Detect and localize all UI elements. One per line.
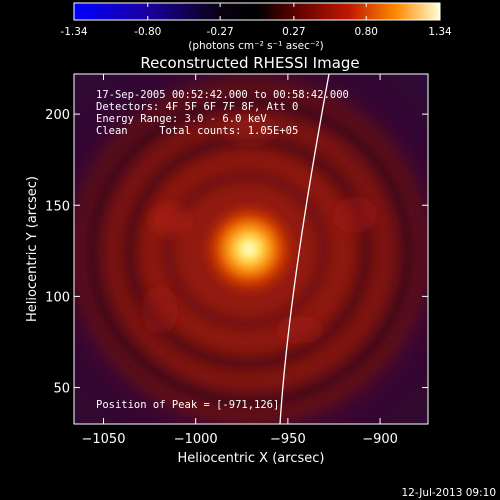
ring-structure xyxy=(74,74,428,424)
y-axis-tick-label: 200 xyxy=(45,108,70,123)
colorbar-tick-label: 0.80 xyxy=(355,26,378,38)
peak-source xyxy=(201,201,298,297)
colorbar-tick-label: -0.27 xyxy=(207,26,234,38)
colorbar-tick-label: -0.80 xyxy=(134,26,161,38)
timestamp: 12-Jul-2013 09:10 xyxy=(401,487,496,499)
time-range-label: 17-Sep-2005 00:52:42.000 to 00:58:42.000 xyxy=(96,89,349,101)
colorbar-tick-label: -1.34 xyxy=(60,26,87,38)
x-axis-tick-label: −900 xyxy=(362,432,398,447)
detectors-label: Detectors: 4F 5F 6F 7F 8F, Att 0 xyxy=(96,101,298,113)
colorbar-units: (photons cm⁻² s⁻¹ asec⁻²) xyxy=(188,40,323,52)
colorbar-ticks: -1.34 -0.80 -0.27 0.27 0.80 1.34 xyxy=(60,3,452,38)
colorbar-tick-label: 0.27 xyxy=(282,26,305,38)
solar-limb xyxy=(279,74,330,424)
energy-range-label: Energy Range: 3.0 - 6.0 keV xyxy=(96,113,267,125)
colorbar: -1.34 -0.80 -0.27 0.27 0.80 1.34 (photons cm⁻… xyxy=(60,2,452,52)
x-axis-tick-label: −1050 xyxy=(82,432,126,447)
y-axis-ticks: 50 100 150 200 xyxy=(45,108,428,397)
x-axis-ticks: −1050 −1000 −950 −900 xyxy=(82,74,398,447)
y-axis-tick-label: 100 xyxy=(45,290,70,305)
y-axis-tick-label: 50 xyxy=(53,382,70,397)
x-axis-label: Heliocentric X (arcsec) xyxy=(178,451,325,466)
image-plot: 17-Sep-2005 00:52:42.000 to 00:58:42.000… xyxy=(25,73,429,466)
x-axis-tick-label: −950 xyxy=(270,432,306,447)
peak-position-label: Position of Peak = [-971,126] xyxy=(96,399,279,411)
y-axis-label: Heliocentric Y (arcsec) xyxy=(25,176,40,322)
y-axis-tick-label: 150 xyxy=(45,199,70,214)
plot-frame xyxy=(73,73,429,425)
x-axis-tick-label: −1000 xyxy=(174,432,218,447)
plot-title: Reconstructed RHESSI Image xyxy=(140,54,359,72)
colorbar-tick-label: 1.34 xyxy=(428,26,452,38)
clean-counts-label: Clean Total counts: 1.05E+05 xyxy=(96,125,298,137)
colorbar-gradient xyxy=(73,2,441,21)
